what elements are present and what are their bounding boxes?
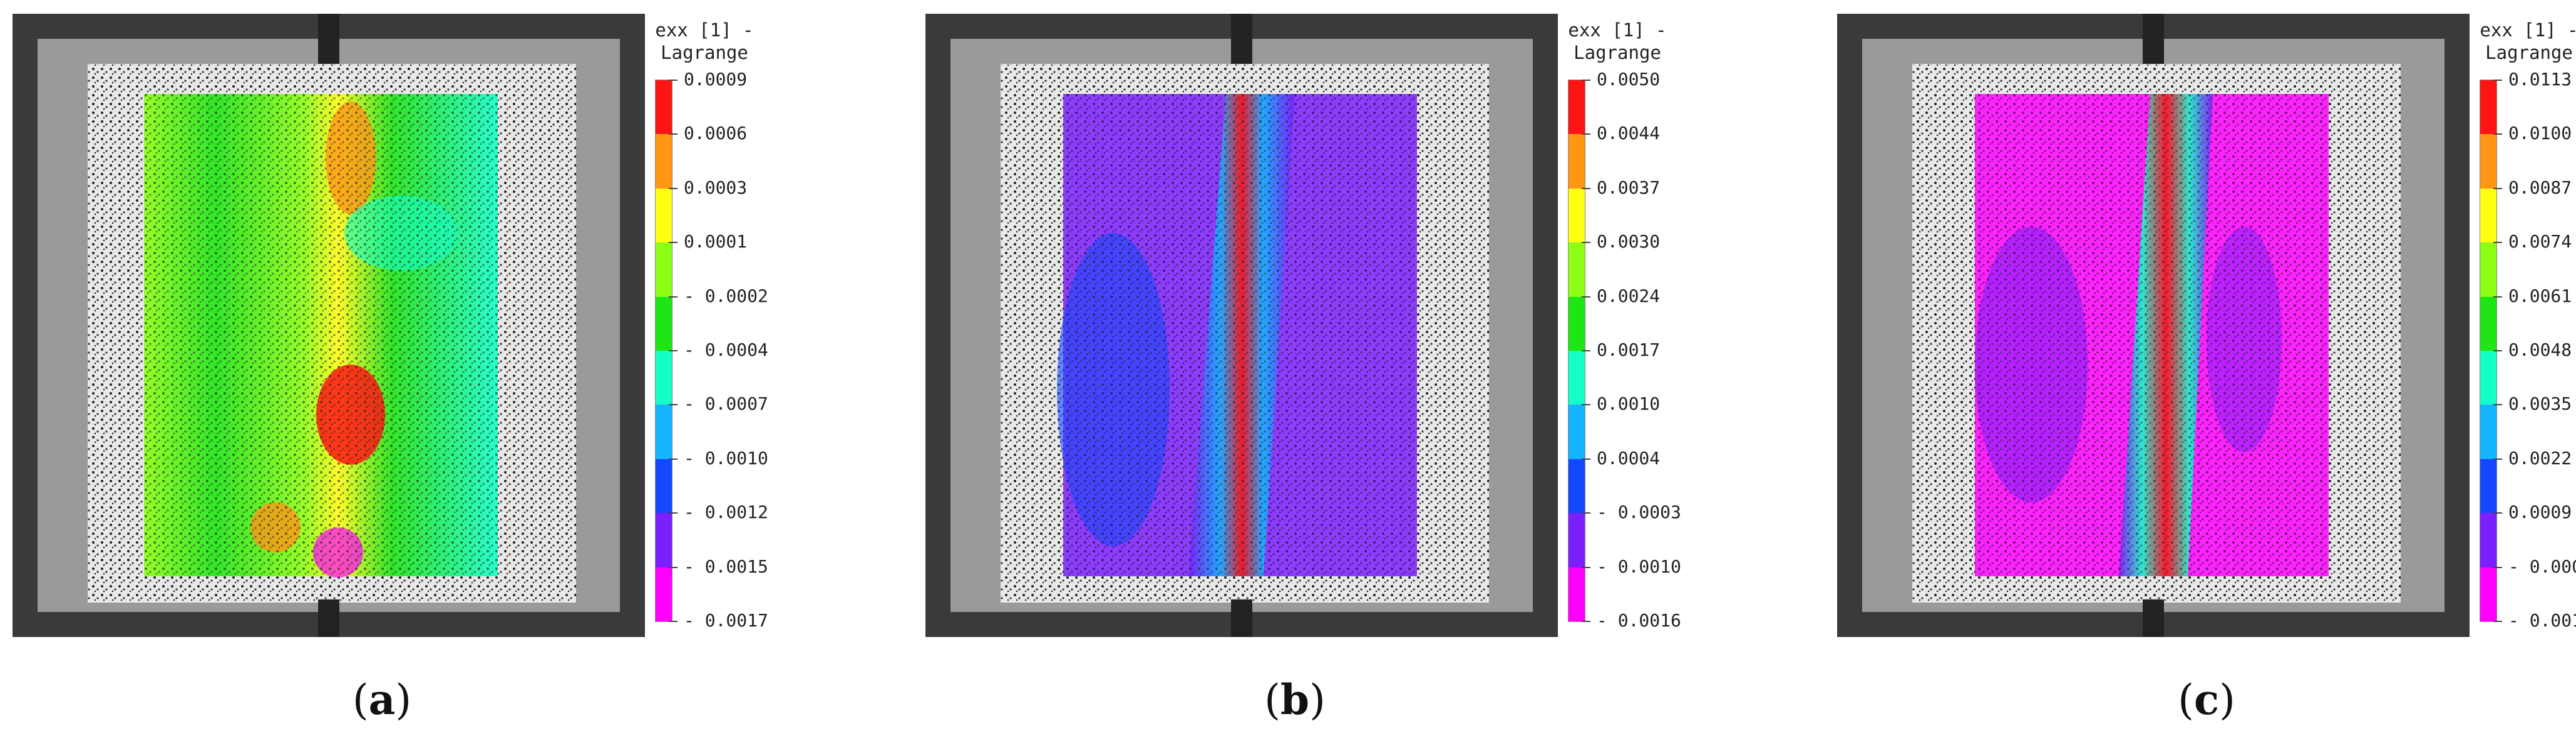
panel-caption: (a)	[352, 675, 412, 724]
legend-title-line1: exx [1] -	[2480, 19, 2576, 41]
legend-title-line1: exx [1] -	[1568, 19, 1667, 41]
legend-title: exx [1] - Lagrange	[654, 19, 755, 64]
legend-tick: - 0.0012	[669, 502, 768, 522]
legend-tick: 0.0024	[1582, 286, 1660, 306]
legend-tick: 0.0100	[2493, 123, 2572, 143]
legend-tick: 0.0004	[1582, 448, 1660, 469]
legend-tick: 0.0009	[669, 69, 747, 90]
panel-caption: (b)	[1264, 675, 1326, 724]
panel-a: exx [1] - Lagrange 0.0009 0.0006 0.0003 …	[0, 0, 852, 741]
caption-letter: b	[1280, 675, 1310, 724]
caption-letter: a	[368, 675, 396, 724]
strain-field-image-c	[1837, 14, 2470, 637]
legend-tick: - 0.0007	[669, 393, 768, 414]
legend-title-line2: Lagrange	[2485, 42, 2573, 63]
panel-c: exx [1] - Lagrange 0.0113 0.0100 0.0087 …	[1825, 0, 2576, 741]
legend-tick: 0.0048	[2493, 339, 2572, 360]
panel-caption: (c)	[2178, 675, 2235, 724]
legend-tick: - 0.0017	[2493, 610, 2576, 631]
strain-field-image-b	[925, 14, 1558, 637]
strain-field-image-a	[13, 14, 645, 637]
legend-title-line1: exx [1] -	[655, 19, 754, 41]
legend-tick: 0.0035	[2493, 393, 2572, 414]
legend-tick: 0.0050	[1582, 69, 1660, 90]
legend-tick: - 0.0004	[669, 339, 768, 360]
legend-tick: 0.0113	[2493, 69, 2572, 90]
legend-tick: - 0.0010	[1582, 556, 1681, 577]
legend-tick: - 0.0017	[669, 610, 768, 631]
legend-title-line2: Lagrange	[1574, 42, 1661, 63]
legend-title-line2: Lagrange	[661, 42, 748, 63]
legend-tick: 0.0087	[2493, 177, 2572, 198]
legend-tick: - 0.0003	[1582, 502, 1681, 522]
legend-tick: - 0.0004	[2493, 556, 2576, 577]
caption-letter: c	[2193, 675, 2220, 724]
legend-tick: 0.0074	[2493, 231, 2572, 252]
legend-tick: 0.0009	[2493, 502, 2572, 522]
legend-tick: 0.0022	[2493, 448, 2572, 469]
legend-tick: 0.0061	[2493, 286, 2572, 306]
legend-tick: 0.0003	[669, 177, 747, 198]
legend-tick: - 0.0002	[669, 286, 768, 306]
legend-tick: 0.0001	[669, 231, 747, 252]
legend-tick: 0.0037	[1582, 177, 1660, 198]
legend-tick: - 0.0016	[1582, 610, 1681, 631]
legend-title: exx [1] - Lagrange	[1567, 19, 1667, 64]
legend-tick: 0.0030	[1582, 231, 1660, 252]
panel-b: exx [1] - Lagrange 0.0050 0.0044 0.0037 …	[913, 0, 1765, 741]
legend-tick: 0.0017	[1582, 339, 1660, 360]
legend-title: exx [1] - Lagrange	[2479, 19, 2576, 64]
legend-tick: 0.0006	[669, 123, 747, 143]
legend-tick: - 0.0010	[669, 448, 768, 469]
legend-tick: 0.0044	[1582, 123, 1660, 143]
legend-tick: 0.0010	[1582, 393, 1660, 414]
legend-tick: - 0.0015	[669, 556, 768, 577]
